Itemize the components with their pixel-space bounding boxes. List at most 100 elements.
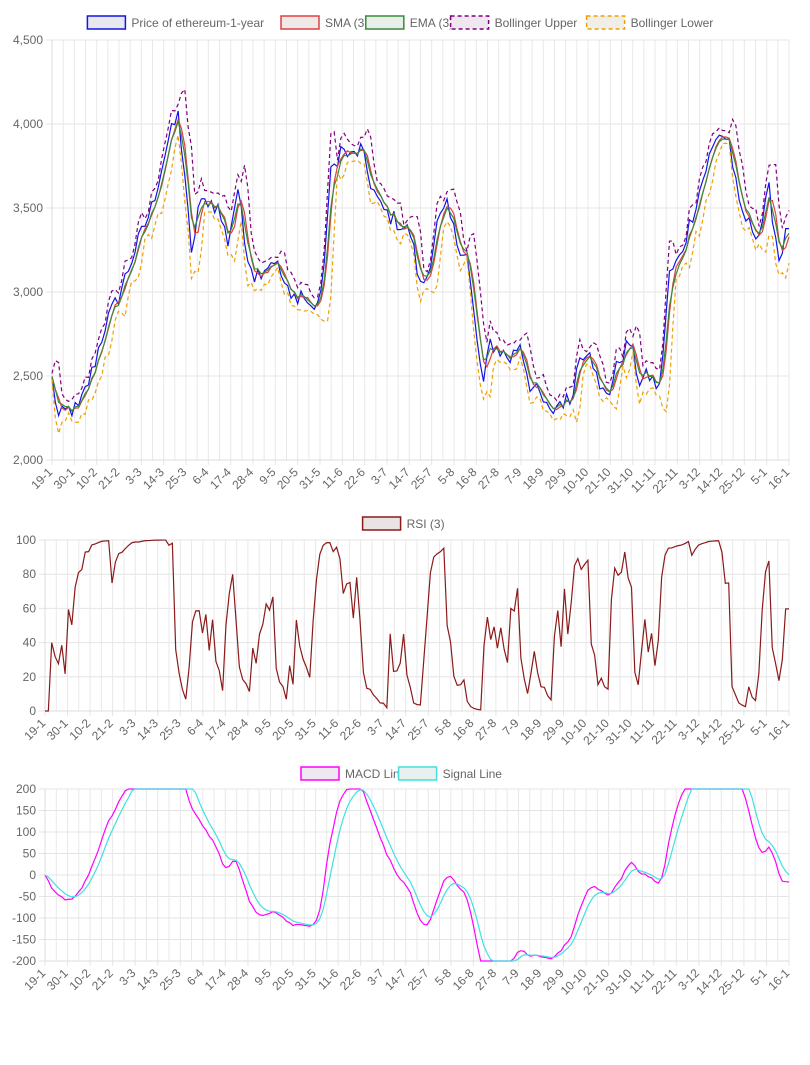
price-legend-label-0: Price of ethereum-1-year (131, 16, 264, 30)
macd-xtick-label: 10-2 (66, 966, 93, 993)
rsi-xtick-label: 21-2 (89, 716, 116, 743)
macd-legend-label-0: MACD Line (345, 767, 407, 781)
price-ytick-label: 4,000 (13, 117, 43, 131)
price-xtick-label: 19-1 (28, 465, 55, 492)
rsi-ytick-label: 100 (16, 533, 36, 547)
macd-xtick-label: 18-9 (517, 966, 544, 993)
rsi-xtick-label: 28-4 (224, 716, 251, 743)
price-ytick-label: 2,000 (13, 453, 43, 467)
macd-ytick-label: -100 (12, 911, 36, 925)
macd-ytick-label: 150 (16, 804, 36, 818)
price-xtick-label: 20-5 (274, 465, 301, 492)
rsi-ytick-label: 80 (23, 567, 37, 581)
macd-legend-label-1: Signal Line (443, 767, 503, 781)
price-ytick-label: 2,500 (13, 369, 43, 383)
price-xtick-label: 11-6 (319, 465, 345, 491)
rsi-xtick-label: 11-6 (315, 716, 341, 742)
rsi-xtick-label: 25-3 (157, 716, 184, 743)
price-xtick-label: 25-7 (408, 465, 435, 492)
macd-chart: MACD Line Signal Line -200 -150 -100 -50 0 50 10… (12, 766, 793, 998)
macd-xtick-label: 22-6 (337, 966, 364, 993)
price-xtick-label: 14-7 (386, 465, 413, 492)
price-legend-swatch-4 (585, 15, 626, 30)
macd-xtick-label: 20-5 (269, 966, 296, 993)
macd-xtick-label: 14-3 (134, 966, 161, 993)
price-series-line-3 (51, 87, 790, 403)
macd-xtick-label: 11-6 (315, 966, 341, 992)
price-legend-label-2: EMA (3) (410, 16, 453, 30)
macd-ytick-label: 100 (16, 825, 36, 839)
macd-ytick-label: -200 (12, 954, 36, 968)
macd-ytick-label: 200 (16, 782, 36, 796)
price-xtick-label: 30-1 (51, 465, 78, 492)
rsi-xtick-label: 10-2 (66, 716, 93, 743)
price-xtick-label: 22-11 (650, 465, 681, 496)
price-ytick-label: 3,000 (13, 285, 43, 299)
macd-ytick-label: -150 (12, 933, 36, 947)
rsi-xtick-label: 19-1 (21, 716, 48, 743)
rsi-xtick-label: 18-9 (517, 716, 544, 743)
price-xtick-label: 22-6 (341, 465, 368, 492)
rsi-xtick-label: 22-11 (649, 716, 680, 747)
price-xtick-label: 17-4 (207, 465, 234, 492)
macd-xtick-label: 28-4 (224, 966, 251, 993)
rsi-legend-label-0: RSI (3) (407, 517, 445, 531)
price-xtick-label: 10-2 (73, 465, 100, 492)
price-ytick-label: 3,500 (13, 201, 43, 215)
price-series-line-2 (51, 119, 790, 413)
rsi-ytick-label: 0 (29, 704, 36, 718)
macd-xtick-label: 16-8 (450, 966, 477, 993)
price-series-line-0 (51, 110, 790, 418)
macd-xtick-label: 22-11 (649, 966, 680, 997)
rsi-xtick-label: 25-7 (405, 716, 432, 743)
macd-xtick-label: 16-1 (765, 966, 792, 993)
rsi-ytick-label: 60 (23, 601, 37, 615)
price-xtick-label: 31-5 (296, 465, 323, 492)
macd-series-line-1 (44, 788, 790, 962)
macd-xtick-label: 14-7 (382, 966, 409, 993)
macd-ytick-label: 0 (29, 868, 36, 882)
macd-xtick-label: 17-4 (202, 966, 229, 993)
price-xtick-label: 14-3 (140, 465, 167, 492)
rsi-legend-swatch-0 (361, 516, 402, 531)
macd-xtick-label: 31-5 (292, 966, 319, 993)
macd-xtick-label: 25-12 (716, 966, 748, 998)
rsi-xtick-label: 20-5 (269, 716, 296, 743)
rsi-xtick-label: 25-12 (716, 716, 748, 748)
macd-xtick-label: 30-1 (44, 966, 71, 993)
price-legend-label-3: Bollinger Upper (495, 16, 578, 30)
price-legend-swatch-1 (280, 15, 320, 30)
price-ytick-label: 4,500 (13, 33, 43, 47)
macd-xtick-label: 25-7 (405, 966, 432, 993)
macd-ytick-label: -50 (19, 890, 37, 904)
rsi-xtick-label: 31-10 (603, 716, 635, 748)
rsi-grid (39, 539, 790, 716)
rsi-xtick-label: 31-5 (292, 716, 319, 743)
price-xtick-label: 16-1 (765, 465, 792, 492)
macd-legend-swatch-0 (300, 766, 340, 781)
rsi-xtick-label: 17-4 (202, 716, 229, 743)
price-xtick-label: 25-12 (716, 465, 748, 497)
rsi-xtick-label: 30-1 (44, 716, 71, 743)
price-chart: Price of ethereum-1-year SMA (3) EMA (3) Bo… (13, 15, 793, 497)
rsi-xtick-label: 14-3 (134, 716, 161, 743)
rsi-ytick-label: 40 (23, 636, 37, 650)
rsi-xtick-label: 16-1 (765, 716, 792, 743)
rsi-xtick-label: 16-8 (450, 716, 477, 743)
price-legend-label-1: SMA (3) (325, 16, 368, 30)
rsi-ytick-label: 20 (23, 670, 37, 684)
price-legend-swatch-3 (449, 15, 490, 30)
price-series-line-4 (51, 135, 790, 434)
price-legend-swatch-2 (365, 15, 405, 30)
macd-grid (39, 788, 790, 966)
macd-xtick-label: 21-2 (89, 966, 116, 993)
rsi-xtick-label: 14-7 (382, 716, 409, 743)
price-legend-swatch-0 (86, 15, 127, 30)
price-xtick-label: 28-4 (229, 465, 256, 492)
rsi-xtick-label: 22-6 (337, 716, 364, 743)
price-legend-label-4: Bollinger Lower (631, 16, 714, 30)
macd-xtick-label: 27-8 (472, 966, 499, 993)
